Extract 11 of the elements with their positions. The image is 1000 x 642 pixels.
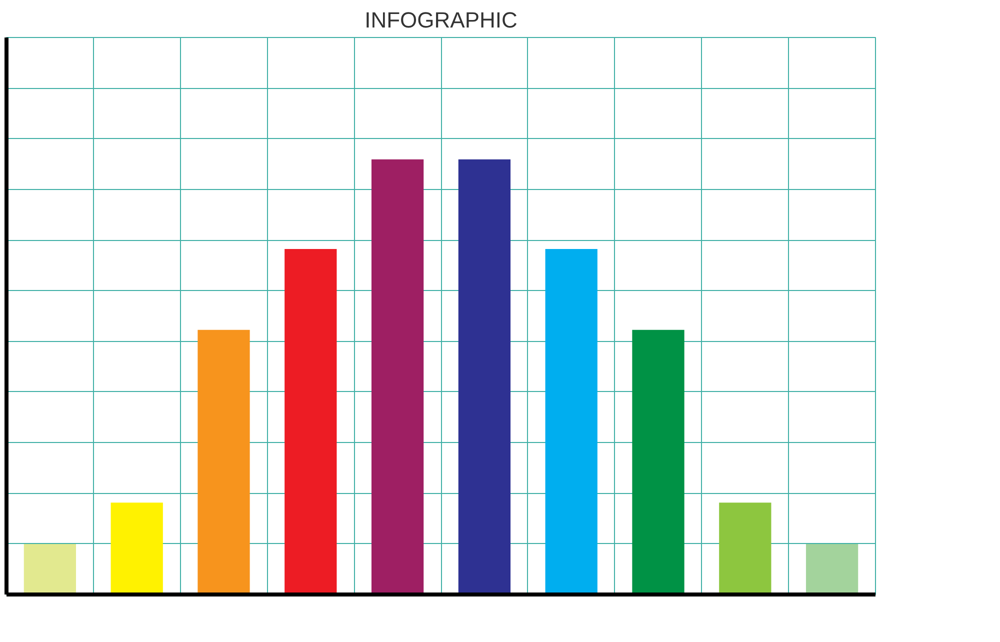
bar	[545, 248, 598, 594]
bar	[806, 544, 858, 594]
bar	[719, 502, 772, 594]
bar	[632, 330, 684, 594]
bar	[198, 330, 250, 594]
chart-title: INFOGRAPHIC	[364, 8, 518, 32]
bar	[24, 544, 76, 594]
bar	[371, 159, 424, 594]
bar	[284, 248, 337, 594]
bar	[458, 159, 511, 594]
bar	[110, 502, 163, 594]
